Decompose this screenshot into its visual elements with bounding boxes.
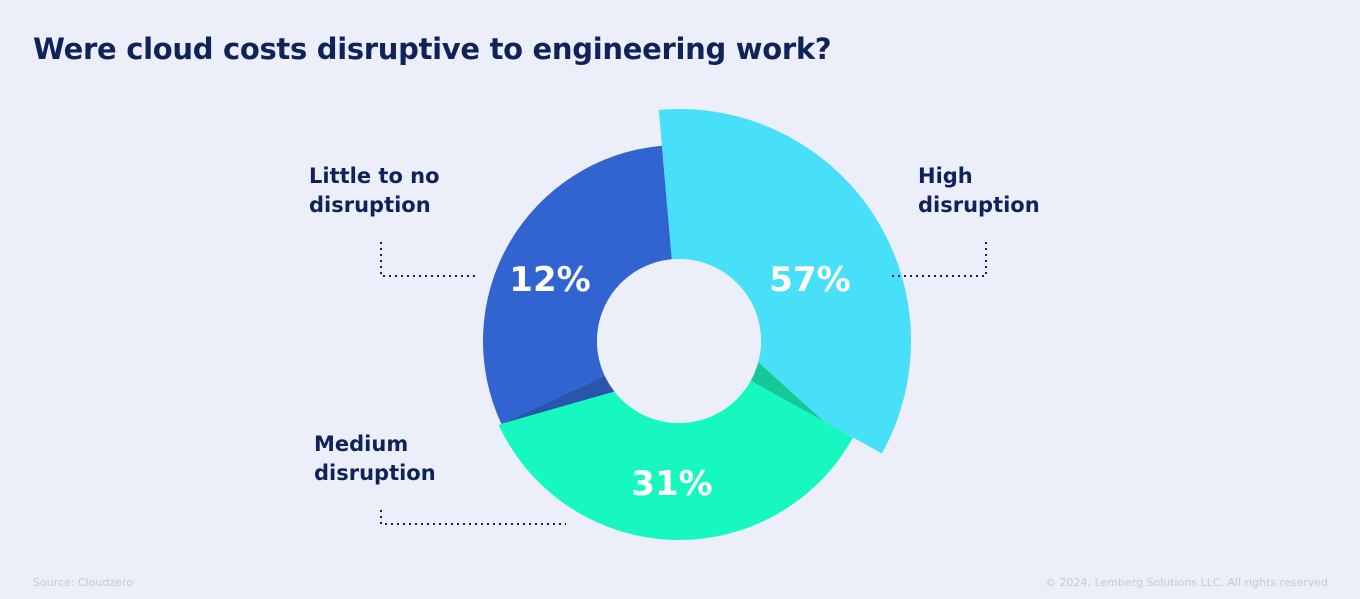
source-note: Source: Cloudzero [33,576,133,589]
slice-high [658,109,911,454]
leader-line-high [892,242,987,277]
label-line: disruption [918,193,1040,217]
shadow-medium [750,362,824,421]
slice-little [482,145,672,424]
label-line: disruption [314,461,436,485]
leader-line-medium [380,510,566,525]
label-line: High [918,164,973,188]
label-little-disruption: Little to no disruption [309,162,440,220]
slice-medium [498,375,854,540]
shadow-little [501,375,615,424]
value-label-little: 12% [509,260,590,300]
label-high-disruption: High disruption [918,162,1040,220]
label-line: Little to no [309,164,440,188]
label-line: disruption [309,193,431,217]
value-label-high: 57% [769,260,850,300]
chart-title: Were cloud costs disruptive to engineeri… [33,32,832,66]
leader-line-little [380,242,476,277]
value-label-medium: 31% [631,464,712,504]
label-line: Medium [314,432,409,456]
copyright-note: © 2024, Lemberg Solutions LLC. All right… [1045,576,1328,589]
label-medium-disruption: Medium disruption [314,430,436,488]
donut-hole [597,259,761,423]
